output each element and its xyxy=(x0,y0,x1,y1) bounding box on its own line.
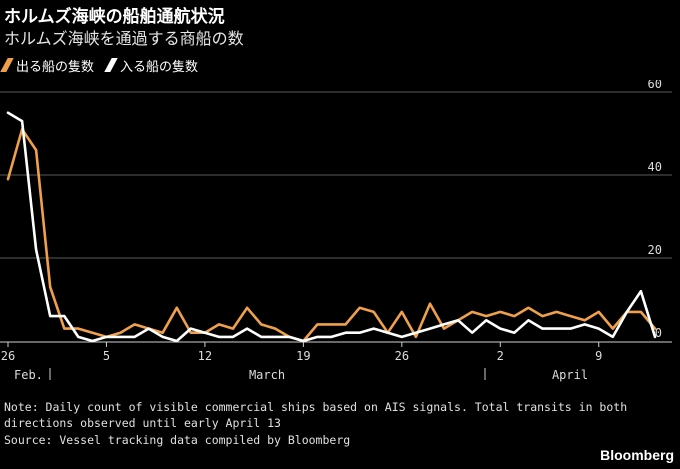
x-tick-label-4: 26 xyxy=(395,349,409,363)
x-tick-label-5: 2 xyxy=(497,349,504,363)
chart-source: Source: Vessel tracking data compiled by… xyxy=(4,433,351,447)
y-tick-label-0: 0 xyxy=(655,326,662,340)
legend: 出る船の隻数 入る船の隻数 xyxy=(0,56,212,75)
month-label-april: April xyxy=(552,368,588,382)
series-line-inbound xyxy=(6,111,657,343)
month-label-feb: Feb. xyxy=(14,368,43,382)
y-tick-label-60: 60 xyxy=(648,80,662,91)
x-tick-label-0: 26 xyxy=(1,349,15,363)
y-tick-label-40: 40 xyxy=(648,160,662,174)
legend-item-inbound: 入る船の隻数 xyxy=(104,56,199,75)
legend-label-inbound: 入る船の隻数 xyxy=(120,59,199,75)
chart-title: ホルムズ海峡の船舶通航状況 xyxy=(4,7,225,27)
legend-swatch-outbound xyxy=(0,58,14,72)
y-tick-label-20: 20 xyxy=(648,243,662,257)
legend-label-outbound: 出る船の隻数 xyxy=(16,59,95,75)
month-label-march: March xyxy=(249,368,285,382)
x-tick-label-2: 12 xyxy=(198,349,212,363)
chart-note: Note: Daily count of visible commercial … xyxy=(4,400,628,430)
x-tick-label-6: 9 xyxy=(595,349,602,363)
x-tick-label-1: 5 xyxy=(103,349,110,363)
series-line-outbound xyxy=(6,127,657,343)
line-chart: 0 20 40 60 26 5 12 19 26 2 9 Feb. March April xyxy=(0,80,672,382)
chart-subtitle: ホルムズ海峡を通過する商船の数 xyxy=(4,29,244,48)
legend-item-outbound: 出る船の隻数 xyxy=(0,56,95,75)
x-tick-label-3: 19 xyxy=(296,349,310,363)
bloomberg-logo: Bloomberg xyxy=(600,447,674,463)
legend-swatch-inbound xyxy=(104,58,118,72)
